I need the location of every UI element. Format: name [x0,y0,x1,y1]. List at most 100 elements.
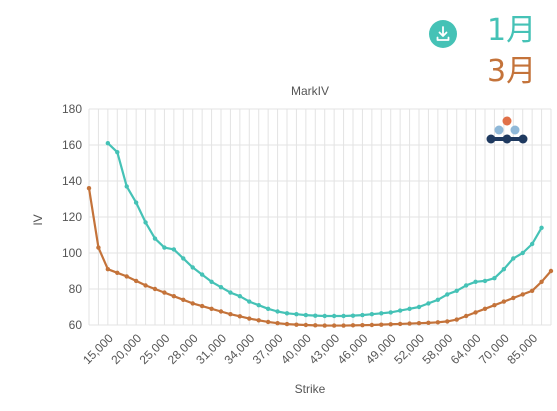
series-point [133,278,139,284]
series-point [463,283,469,288]
series-point [388,322,393,327]
x-tick-label: 64,000 [448,331,484,367]
series-point [294,322,299,327]
series-point [313,323,318,328]
series-point [369,312,375,317]
series-point [133,200,139,205]
series-point [473,279,478,284]
series-point [237,314,243,319]
x-axis-label: Strike [295,382,326,396]
series-point [501,267,507,272]
y-tick-label: 60 [69,318,83,332]
series-point [313,313,318,318]
series-point [284,321,290,327]
series-point [322,313,327,319]
series-point [341,323,346,328]
series-point [511,256,516,261]
series-point [350,323,356,328]
x-tick-label: 31,000 [193,331,229,367]
series-point [284,311,290,316]
series-point [322,323,327,328]
series-point [511,295,516,301]
series-point [539,225,544,230]
series-point [171,294,177,299]
series-point [303,322,309,328]
series-point [199,272,205,277]
series-point [124,184,129,189]
series-point [143,220,148,225]
download-button[interactable] [429,20,457,48]
series-point [86,186,92,191]
series-1 [86,186,554,328]
series-point [350,313,356,318]
series-point [171,247,177,252]
x-tick-label: 25,000 [137,331,173,367]
y-tick-label: 120 [62,210,82,224]
y-axis-label: IV [31,214,45,225]
series-point [181,297,186,302]
series-point [190,301,195,306]
series-point [454,317,459,322]
series-point [105,141,111,146]
series-point [247,316,252,321]
series-point [247,299,252,304]
series-point [275,321,280,326]
series-point [228,290,233,295]
series-point [501,299,507,304]
series-point [152,286,158,292]
series-point [265,306,271,311]
series-point [492,303,497,308]
y-tick-label: 140 [62,174,82,188]
series-point [360,312,365,318]
series-point [237,294,243,299]
series-point [256,303,261,308]
series-point [218,309,224,314]
x-tick-label: 15,000 [80,331,116,367]
x-tick-label: 46,000 [335,331,371,367]
series-point [341,313,346,319]
series-point [360,322,365,328]
series-point [143,283,148,288]
series-point [407,321,412,326]
series-point [199,303,205,309]
series-point [388,310,393,315]
series-point [265,319,271,325]
download-icon [436,26,450,41]
series-point [520,292,525,297]
legend-item-jan[interactable]: 1月 [487,13,537,48]
legend-item-mar[interactable]: 3月 [487,54,537,89]
series-point [529,241,535,247]
x-tick-label: 28,000 [165,331,201,367]
series-point [379,322,384,327]
y-tick-label: 180 [62,102,82,116]
x-tick-label: 85,000 [504,331,540,367]
series-point [218,285,224,290]
y-axis-ticks: 60 80 100 120 140 160 180 [62,102,82,332]
series-point [529,288,535,293]
series-point [548,268,554,274]
x-tick-label: 58,000 [419,331,455,367]
series-line [87,187,553,327]
series-point [228,312,233,317]
series-point [105,267,111,272]
series-point [416,304,422,310]
series-point [331,313,337,319]
y-tick-label: 160 [62,138,82,152]
series-0 [105,141,544,319]
horizontal-grid [89,108,551,326]
series-point [256,318,261,323]
x-tick-label: 49,000 [363,331,399,367]
series-point [379,311,384,316]
x-tick-label: 20,000 [108,331,144,367]
series-point [445,319,450,324]
brand-logo-icon [486,116,528,144]
series-point [435,297,441,302]
series-point [539,279,544,284]
x-tick-label: 37,000 [250,331,286,367]
x-tick-label: 43,000 [306,331,342,367]
x-tick-label: 52,000 [391,331,427,367]
series-point [181,256,186,261]
series-point [162,245,167,250]
series-point [520,250,525,256]
chart-title: MarkIV [291,84,329,98]
